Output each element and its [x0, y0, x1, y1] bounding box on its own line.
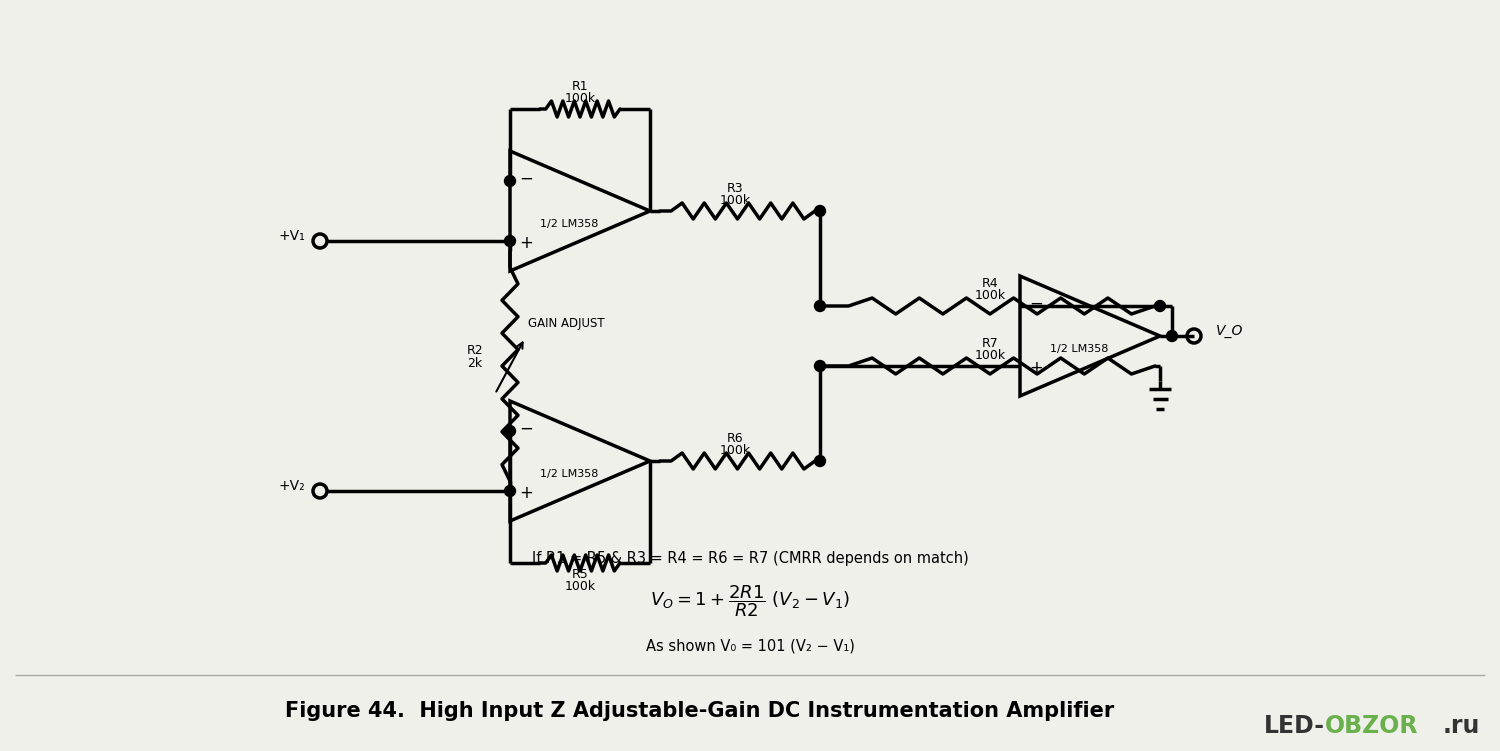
- Text: 100k: 100k: [975, 349, 1005, 363]
- Circle shape: [1155, 300, 1166, 312]
- Text: R6: R6: [726, 433, 744, 445]
- Text: 1/2 LM358: 1/2 LM358: [540, 469, 598, 479]
- Circle shape: [815, 360, 825, 372]
- Text: 100k: 100k: [564, 92, 596, 105]
- Text: +: +: [519, 484, 532, 502]
- Text: 2k: 2k: [468, 357, 483, 370]
- Text: If R1 = R5 & R3 = R4 = R6 = R7 (CMRR depends on match): If R1 = R5 & R3 = R4 = R6 = R7 (CMRR dep…: [531, 551, 969, 566]
- Text: R3: R3: [726, 182, 744, 195]
- Text: +V₁: +V₁: [279, 229, 306, 243]
- Text: OBZOR: OBZOR: [1324, 714, 1419, 738]
- Text: −: −: [519, 170, 532, 188]
- Circle shape: [504, 236, 516, 246]
- Text: R4: R4: [981, 278, 999, 291]
- Text: GAIN ADJUST: GAIN ADJUST: [528, 318, 605, 330]
- Text: V_O: V_O: [1216, 324, 1243, 338]
- Text: R1: R1: [572, 80, 588, 94]
- Text: 100k: 100k: [975, 289, 1005, 303]
- Text: 100k: 100k: [564, 581, 596, 593]
- Text: −: −: [519, 420, 532, 438]
- Text: −: −: [1029, 295, 1042, 313]
- Circle shape: [504, 485, 516, 496]
- Text: 100k: 100k: [720, 195, 750, 207]
- Text: +: +: [519, 234, 532, 252]
- Text: .ru: .ru: [1443, 714, 1480, 738]
- Text: LED-: LED-: [1264, 714, 1324, 738]
- Text: R2: R2: [466, 345, 483, 357]
- Circle shape: [504, 426, 516, 436]
- Text: 1/2 LM358: 1/2 LM358: [540, 219, 598, 229]
- Text: +V₂: +V₂: [279, 479, 306, 493]
- Text: Figure 44.  High Input Z Adjustable-Gain DC Instrumentation Amplifier: Figure 44. High Input Z Adjustable-Gain …: [285, 701, 1114, 721]
- Text: R7: R7: [981, 337, 999, 351]
- Text: $V_O = 1 + \dfrac{2R1}{R2}\ (V_2 - V_1)$: $V_O = 1 + \dfrac{2R1}{R2}\ (V_2 - V_1)$: [650, 584, 850, 619]
- Text: +: +: [1029, 359, 1042, 377]
- Circle shape: [815, 206, 825, 216]
- Text: 1/2 LM358: 1/2 LM358: [1050, 344, 1108, 354]
- Text: As shown V₀ = 101 (V₂ − V₁): As shown V₀ = 101 (V₂ − V₁): [645, 638, 855, 653]
- Text: R5: R5: [572, 569, 588, 581]
- Circle shape: [815, 456, 825, 466]
- Circle shape: [504, 176, 516, 186]
- Circle shape: [1167, 330, 1178, 342]
- Circle shape: [815, 300, 825, 312]
- Text: 100k: 100k: [720, 445, 750, 457]
